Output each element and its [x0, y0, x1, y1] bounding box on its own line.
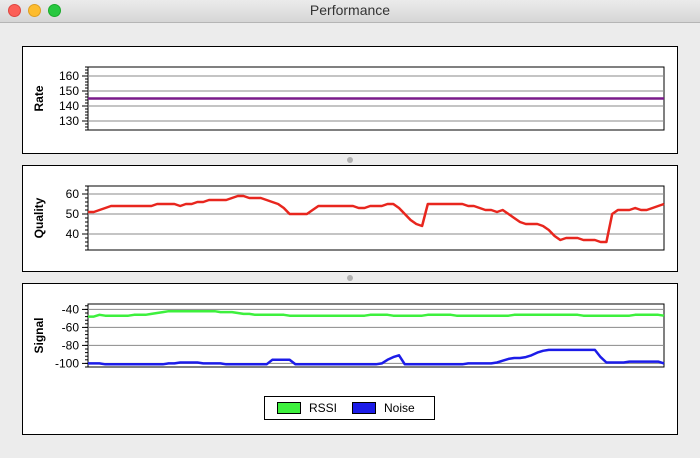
- y-tick-label: 150: [59, 84, 79, 98]
- y-tick-label: 160: [59, 69, 79, 83]
- rate-panel: 130 140 150 160 Rate: [22, 46, 678, 154]
- series-line-series-0: [88, 194, 665, 244]
- quality-chart: 40 50 60 Quality: [32, 185, 665, 251]
- y-axis-label: Quality: [32, 197, 46, 238]
- y-tick-label: 50: [66, 207, 80, 221]
- title-bar: Performance: [0, 0, 700, 23]
- window-title: Performance: [309, 2, 391, 18]
- signal-legend: RSSI Noise: [264, 396, 435, 420]
- y-tick-label: 40: [66, 227, 80, 241]
- plot-area: [87, 185, 665, 251]
- close-button[interactable]: [8, 4, 21, 17]
- minimize-button[interactable]: [28, 4, 41, 17]
- splitter-handle-1[interactable]: [347, 157, 353, 163]
- y-axis-label: Signal: [32, 317, 46, 353]
- y-tick-label: 140: [59, 99, 79, 113]
- legend-swatch-noise: [352, 402, 376, 414]
- signal-chart: -40 -60 -80 -100 Signal: [32, 302, 665, 370]
- y-tick-label: -60: [62, 320, 80, 334]
- legend-label-noise: Noise: [384, 401, 415, 415]
- y-tick-label: -100: [55, 356, 79, 370]
- y-tick-label: -40: [62, 302, 80, 316]
- quality-panel: 40 50 60 Quality: [22, 165, 678, 272]
- plot-area: [87, 303, 665, 368]
- series-line-rssi: [88, 309, 665, 318]
- y-tick-label: 130: [59, 114, 79, 128]
- zoom-button[interactable]: [48, 4, 61, 17]
- legend-swatch-rssi: [277, 402, 301, 414]
- series-line-noise: [88, 348, 665, 366]
- legend-label-rssi: RSSI: [309, 401, 338, 415]
- splitter-handle-2[interactable]: [347, 275, 353, 281]
- y-axis-label: Rate: [32, 85, 46, 111]
- y-tick-label: 60: [66, 187, 80, 201]
- y-tick-label: -80: [62, 338, 80, 352]
